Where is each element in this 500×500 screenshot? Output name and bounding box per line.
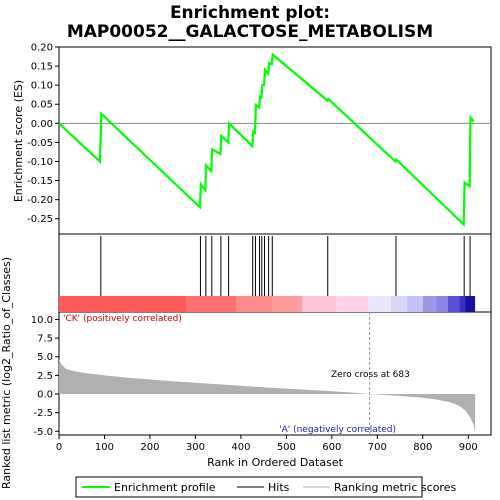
legend: Enrichment profile Hits Ranking metric s… xyxy=(75,476,456,498)
rank-color-segment xyxy=(336,296,369,312)
metric-y-tick-label: 5.0 xyxy=(37,352,53,363)
x-tick-label: 0 xyxy=(56,442,62,453)
rank-color-segment xyxy=(59,296,187,312)
rank-color-segment xyxy=(368,296,391,312)
es-y-tick-label: 0.15 xyxy=(31,62,53,73)
es-y-tick-label: 0.05 xyxy=(31,100,53,111)
x-tick-label: 300 xyxy=(186,442,205,453)
x-axis-label: Rank in Ordered Dataset xyxy=(207,456,344,469)
rank-color-segment xyxy=(436,296,448,312)
metric-y-axis-label: Ranked list metric (log2_Ratio_of_Classe… xyxy=(0,257,13,489)
rank-color-segment xyxy=(459,296,466,312)
enrichment-profile-series xyxy=(58,52,475,228)
es-y-tick-label: 0.00 xyxy=(31,119,53,130)
hits-series xyxy=(100,236,471,296)
x-tick-label: 200 xyxy=(140,442,159,453)
x-axis-ticks: 0 100 200 300 400 500 600 700 800 900 xyxy=(56,435,478,453)
enrichment-profile-line xyxy=(58,52,475,228)
es-panel-frame xyxy=(58,46,492,235)
rank-color-segment xyxy=(272,296,303,312)
metric-y-tick-label: 7.5 xyxy=(37,334,53,345)
rank-color-segment xyxy=(447,296,460,312)
rank-color-segment xyxy=(390,296,407,312)
rank-color-segment xyxy=(465,296,476,312)
rank-color-segment xyxy=(406,296,423,312)
x-tick-label: 700 xyxy=(368,442,387,453)
metric-axis-ticks: 10.0 7.5 5.0 2.5 0.0 -2.5 -5.0 xyxy=(31,315,59,438)
rank-color-bar xyxy=(59,296,476,312)
metric-panel-frame xyxy=(58,311,492,436)
rank-color-segment xyxy=(422,296,437,312)
es-y-tick-label: -0.10 xyxy=(27,157,53,168)
es-axis-ticks: 0.20 0.15 0.10 0.05 0.00 -0.05 -0.10 -0.15 -0.20… xyxy=(27,43,59,225)
x-tick-label: 400 xyxy=(231,442,250,453)
es-y-tick-label: -0.25 xyxy=(27,214,53,225)
metric-y-tick-label: -5.0 xyxy=(33,427,53,438)
es-y-tick-label: -0.20 xyxy=(27,195,53,206)
es-y-tick-label: 0.10 xyxy=(31,81,53,92)
es-y-tick-label: -0.05 xyxy=(27,138,53,149)
ranking-metric-series xyxy=(59,312,476,435)
legend-hits-label: Hits xyxy=(268,481,290,494)
chart-title-line1: Enrichment plot: xyxy=(170,3,330,23)
legend-ranking-label: Ranking metric scores xyxy=(334,481,456,494)
es-y-tick-label: 0.20 xyxy=(31,43,53,54)
x-tick-label: 600 xyxy=(322,442,341,453)
zero-cross-label: Zero cross at 683 xyxy=(331,370,410,380)
es-y-axis-label: Enrichment score (ES) xyxy=(12,80,25,202)
x-tick-label: 900 xyxy=(459,442,478,453)
negative-correlation-label: 'A' (negatively correlated) xyxy=(279,425,396,435)
chart-title-line2: MAP00052__GALACTOSE_METABOLISM xyxy=(67,22,433,42)
metric-y-tick-label: 10.0 xyxy=(31,315,53,326)
metric-y-tick-label: 0.0 xyxy=(37,390,53,401)
x-tick-label: 800 xyxy=(413,442,432,453)
metric-y-tick-label: 2.5 xyxy=(37,371,53,382)
positive-correlation-label: 'CK' (positively correlated) xyxy=(63,314,182,324)
es-y-tick-label: -0.15 xyxy=(27,176,53,187)
rank-color-segment xyxy=(186,296,237,312)
rank-color-segment xyxy=(236,296,273,312)
x-tick-label: 500 xyxy=(277,442,296,453)
rank-color-segment xyxy=(302,296,337,312)
metric-y-tick-label: -2.5 xyxy=(33,408,53,419)
x-tick-label: 100 xyxy=(95,442,114,453)
legend-enrichment-label: Enrichment profile xyxy=(114,481,216,494)
